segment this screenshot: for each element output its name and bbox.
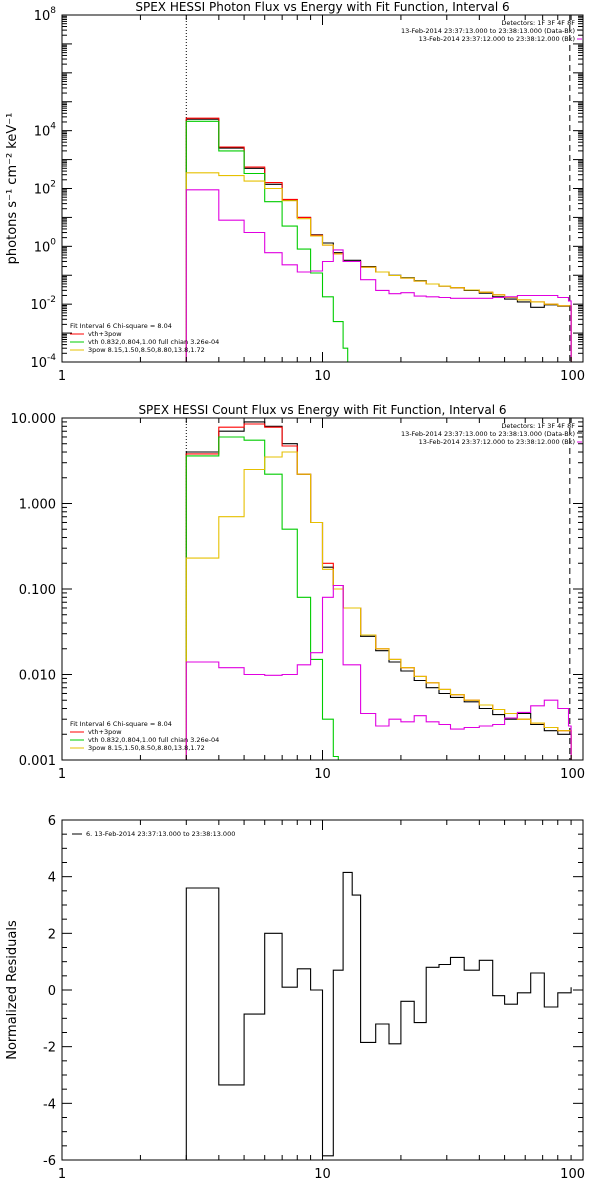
info-right-line: 13-Feb-2014 23:37:12.000 to 23:38:12.000… bbox=[419, 438, 575, 446]
y-tick-exponent: 8 bbox=[50, 6, 56, 16]
y-tick-base: 10 bbox=[34, 125, 51, 140]
y-tick-label: 108 bbox=[34, 6, 57, 24]
info-right-line: Detectors: 1F 3F 4F 8F bbox=[501, 422, 575, 430]
y-tick-label: 1.000 bbox=[19, 498, 56, 513]
series-line-2 bbox=[185, 120, 349, 362]
y-tick-label: 0 bbox=[48, 984, 56, 999]
y-tick-label: -6 bbox=[43, 1154, 56, 1169]
x-tick-label: 1 bbox=[58, 369, 66, 384]
y-tick-label: -2 bbox=[43, 1041, 56, 1056]
y-tick-label: 2 bbox=[48, 927, 56, 942]
y-tick-label: 104 bbox=[34, 122, 57, 140]
info-right-line: 13-Feb-2014 23:37:12.000 to 23:38:12.000… bbox=[419, 35, 575, 43]
y-tick-exponent: -2 bbox=[47, 295, 56, 305]
info-left-line: Fit Interval 6 Chi-square = 8.04 bbox=[70, 720, 172, 728]
x-tick-label: 1 bbox=[58, 767, 66, 782]
y-tick-exponent: 2 bbox=[50, 180, 56, 190]
y-tick-label: 0.010 bbox=[19, 669, 56, 684]
chart-title: SPEX HESSI Photon Flux vs Energy with Fi… bbox=[135, 0, 509, 14]
info-left-line: 3pow 8.15,1.50,8.50,8.80,13.8,1.72 bbox=[88, 744, 205, 752]
info-left-line: vth 0.832,0.804,1.00 full chian 3.26e-04 bbox=[88, 736, 219, 744]
legend-label: 6. 13-Feb-2014 23:37:13.000 to 23:38:13.… bbox=[86, 830, 235, 838]
photon-flux-panel: SPEX HESSI Photon Flux vs Energy with Fi… bbox=[5, 0, 585, 384]
y-tick-exponent: -4 bbox=[47, 353, 56, 363]
series-group bbox=[185, 871, 572, 1160]
y-tick-label: 4 bbox=[48, 871, 56, 886]
series-line-2 bbox=[185, 436, 339, 760]
info-left-line: vth+3pow bbox=[88, 728, 122, 736]
y-axis-label: photons s⁻¹ cm⁻² keV⁻¹ bbox=[5, 113, 20, 265]
info-right-line: Detectors: 1F 3F 4F 8F bbox=[501, 19, 575, 27]
x-tick-label: 100 bbox=[560, 1167, 585, 1182]
series-line-0 bbox=[185, 871, 572, 1160]
info-right-line: 13-Feb-2014 23:37:13.000 to 23:38:13.000… bbox=[401, 27, 575, 35]
info-left-line: 3pow 8.15,1.50,8.50,8.80,13.8,1.72 bbox=[88, 346, 205, 354]
count-flux-panel: SPEX HESSI Count Flux vs Energy with Fit… bbox=[11, 403, 586, 782]
series-group bbox=[185, 421, 572, 760]
y-tick-base: 10 bbox=[34, 9, 51, 24]
x-tick-label: 10 bbox=[314, 1167, 331, 1182]
y-tick-label: 100 bbox=[34, 237, 57, 255]
y-tick-label: 6 bbox=[48, 814, 56, 829]
y-tick-label: 10.000 bbox=[11, 412, 57, 427]
y-tick-exponent: 4 bbox=[50, 122, 56, 132]
y-tick-base: 10 bbox=[34, 183, 51, 198]
y-tick-label: 10-4 bbox=[30, 353, 56, 371]
info-left-line: vth 0.832,0.804,1.00 full chian 3.26e-04 bbox=[88, 338, 219, 346]
y-tick-label: 0.100 bbox=[19, 583, 56, 598]
y-tick-label: 102 bbox=[34, 180, 56, 198]
y-tick-base: 10 bbox=[30, 356, 47, 371]
series-line-4 bbox=[185, 584, 572, 760]
info-left-line: vth+3pow bbox=[88, 330, 122, 338]
x-tick-label: 100 bbox=[560, 369, 585, 384]
chart-title: SPEX HESSI Count Flux vs Energy with Fit… bbox=[138, 403, 506, 417]
y-tick-base: 10 bbox=[34, 240, 51, 255]
series-group bbox=[185, 117, 572, 362]
series-line-4 bbox=[185, 189, 572, 362]
residuals-panel: 1 10 100 -6 -4 -2 0 2 4 6 Normalized Residuals 6. 1… bbox=[5, 814, 585, 1182]
y-tick-base: 10 bbox=[30, 298, 47, 313]
y-tick-exponent: 0 bbox=[50, 237, 56, 247]
y-axis-label: Normalized Residuals bbox=[5, 920, 20, 1060]
info-right-line: 13-Feb-2014 23:37:13.000 to 23:38:13.000… bbox=[401, 430, 575, 438]
series-line-3 bbox=[185, 172, 572, 362]
x-tick-label: 100 bbox=[560, 767, 585, 782]
x-tick-label: 1 bbox=[58, 1167, 66, 1182]
y-tick-label: -4 bbox=[43, 1097, 56, 1112]
info-left-line: Fit Interval 6 Chi-square = 8.04 bbox=[70, 322, 172, 330]
y-tick-label: 0.001 bbox=[19, 754, 56, 769]
x-tick-label: 10 bbox=[314, 369, 331, 384]
y-tick-label: 10-2 bbox=[30, 295, 56, 313]
x-tick-label: 10 bbox=[314, 767, 331, 782]
